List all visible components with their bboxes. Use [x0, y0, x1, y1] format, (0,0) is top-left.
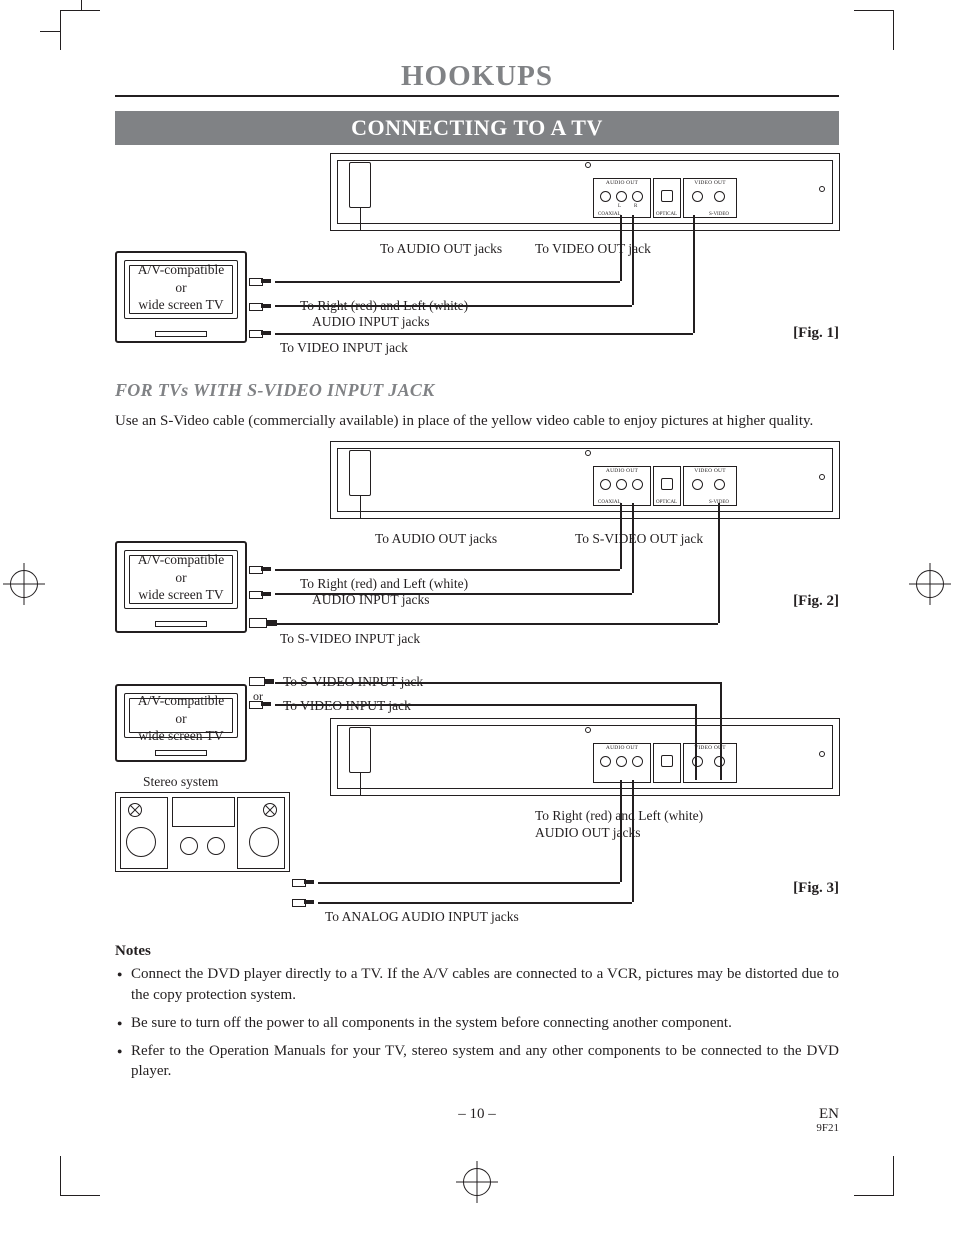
note-item: Be sure to turn off the power to all com…: [115, 1013, 839, 1033]
jack-sublabel: OPTICAL: [656, 500, 677, 505]
crop-mark-icon: [60, 1156, 100, 1196]
manual-page: HOOKUPS CONNECTING TO A TV AUDIO OUT COA…: [0, 0, 954, 1206]
figure-label: [Fig. 3]: [793, 880, 839, 897]
dvd-player-rear-icon: AUDIO OUT COAXIAL OPTICAL VIDEO OUT S-VI…: [330, 441, 840, 519]
subheading: FOR TVs WITH S-VIDEO INPUT JACK: [115, 380, 839, 401]
registration-mark-icon: [10, 570, 38, 598]
tv-label: A/V-compatible or wide screen TV: [123, 551, 239, 604]
jack-label: VIDEO OUT: [684, 180, 736, 186]
note-item: Connect the DVD player directly to a TV.…: [115, 964, 839, 1005]
svideo-plug-icon: [249, 618, 267, 628]
dvd-player-rear-icon: AUDIO OUT VIDEO OUT: [330, 718, 840, 796]
registration-mark-icon: [916, 570, 944, 598]
jack-sublabel: OPTICAL: [656, 212, 677, 217]
callout-svideo-in: To S-VIDEO INPUT jack: [280, 631, 420, 647]
rca-plug-icon: [292, 897, 318, 907]
jack-label: AUDIO OUT: [594, 468, 650, 474]
page-footer: – 10 – EN 9F21: [115, 1106, 839, 1146]
callout-audio-out: To AUDIO OUT jacks: [375, 531, 497, 547]
dvd-player-rear-icon: AUDIO OUT COAXIAL L R OPTICAL VIDEO OUT …: [330, 153, 840, 231]
callout-audio-out: To Right (red) and Left (white) AUDIO OU…: [535, 808, 703, 842]
tv-label: A/V-compatible or wide screen TV: [123, 692, 239, 745]
callout-video-in: To VIDEO INPUT jack: [280, 340, 408, 356]
note-item: Refer to the Operation Manuals for your …: [115, 1041, 839, 1082]
stereo-label: Stereo system: [143, 774, 218, 790]
language-code: EN: [819, 1106, 839, 1123]
callout-video-in: To VIDEO INPUT jack: [283, 698, 411, 714]
page-title: HOOKUPS: [115, 60, 839, 97]
jack-sublabel: R: [634, 204, 637, 209]
callout-audio-out: To AUDIO OUT jacks: [380, 241, 502, 257]
intro-paragraph: Use an S-Video cable (commercially avail…: [115, 411, 839, 431]
callout-audio-in: To Right (red) and Left (white) AUDIO IN…: [300, 298, 520, 330]
figure-1-diagram: AUDIO OUT COAXIAL L R OPTICAL VIDEO OUT …: [115, 153, 839, 358]
notes-heading: Notes: [115, 943, 839, 960]
jack-label: VIDEO OUT: [684, 468, 736, 474]
doc-code: 9F21: [816, 1122, 839, 1134]
jack-sublabel: COAXIAL: [598, 212, 621, 217]
figure-label: [Fig. 2]: [793, 593, 839, 610]
callout-svideo-out: To S-VIDEO OUT jack: [575, 531, 703, 547]
section-heading-bar: CONNECTING TO A TV: [115, 111, 839, 145]
jack-label: AUDIO OUT: [594, 745, 650, 751]
tv-label: A/V-compatible or wide screen TV: [123, 261, 239, 314]
jack-sublabel: L: [618, 204, 621, 209]
jack-label: VIDEO OUT: [684, 745, 736, 751]
crop-mark-icon: [60, 10, 100, 50]
figure-label: [Fig. 1]: [793, 325, 839, 342]
or-label: or: [253, 689, 263, 704]
registration-mark-icon: [463, 1168, 491, 1196]
rca-plug-icon: [249, 328, 275, 338]
rca-plug-icon: [249, 301, 275, 311]
notes-list: Connect the DVD player directly to a TV.…: [115, 964, 839, 1081]
figure-2-diagram: AUDIO OUT COAXIAL OPTICAL VIDEO OUT S-VI…: [115, 441, 839, 656]
jack-sublabel: COAXIAL: [598, 500, 621, 505]
crop-mark-icon: [854, 10, 894, 50]
figure-3-diagram: A/V-compatible or wide screen TV To S-VI…: [115, 662, 839, 927]
callout-analog-in: To ANALOG AUDIO INPUT jacks: [325, 909, 519, 925]
jack-sublabel: S-VIDEO: [709, 212, 729, 217]
rca-plug-icon: [249, 276, 275, 286]
jack-label: AUDIO OUT: [594, 180, 650, 186]
rca-plug-icon: [292, 877, 318, 887]
page-number: – 10 –: [458, 1106, 496, 1123]
crop-mark-icon: [854, 1156, 894, 1196]
svideo-plug-icon: [249, 677, 265, 686]
stereo-system-icon: [115, 792, 290, 872]
callout-video-out: To VIDEO OUT jack: [535, 241, 651, 257]
rca-plug-icon: [249, 589, 275, 599]
rca-plug-icon: [249, 564, 275, 574]
svideo-plug-tip-icon: [267, 620, 277, 626]
callout-audio-in: To Right (red) and Left (white) AUDIO IN…: [300, 576, 468, 608]
